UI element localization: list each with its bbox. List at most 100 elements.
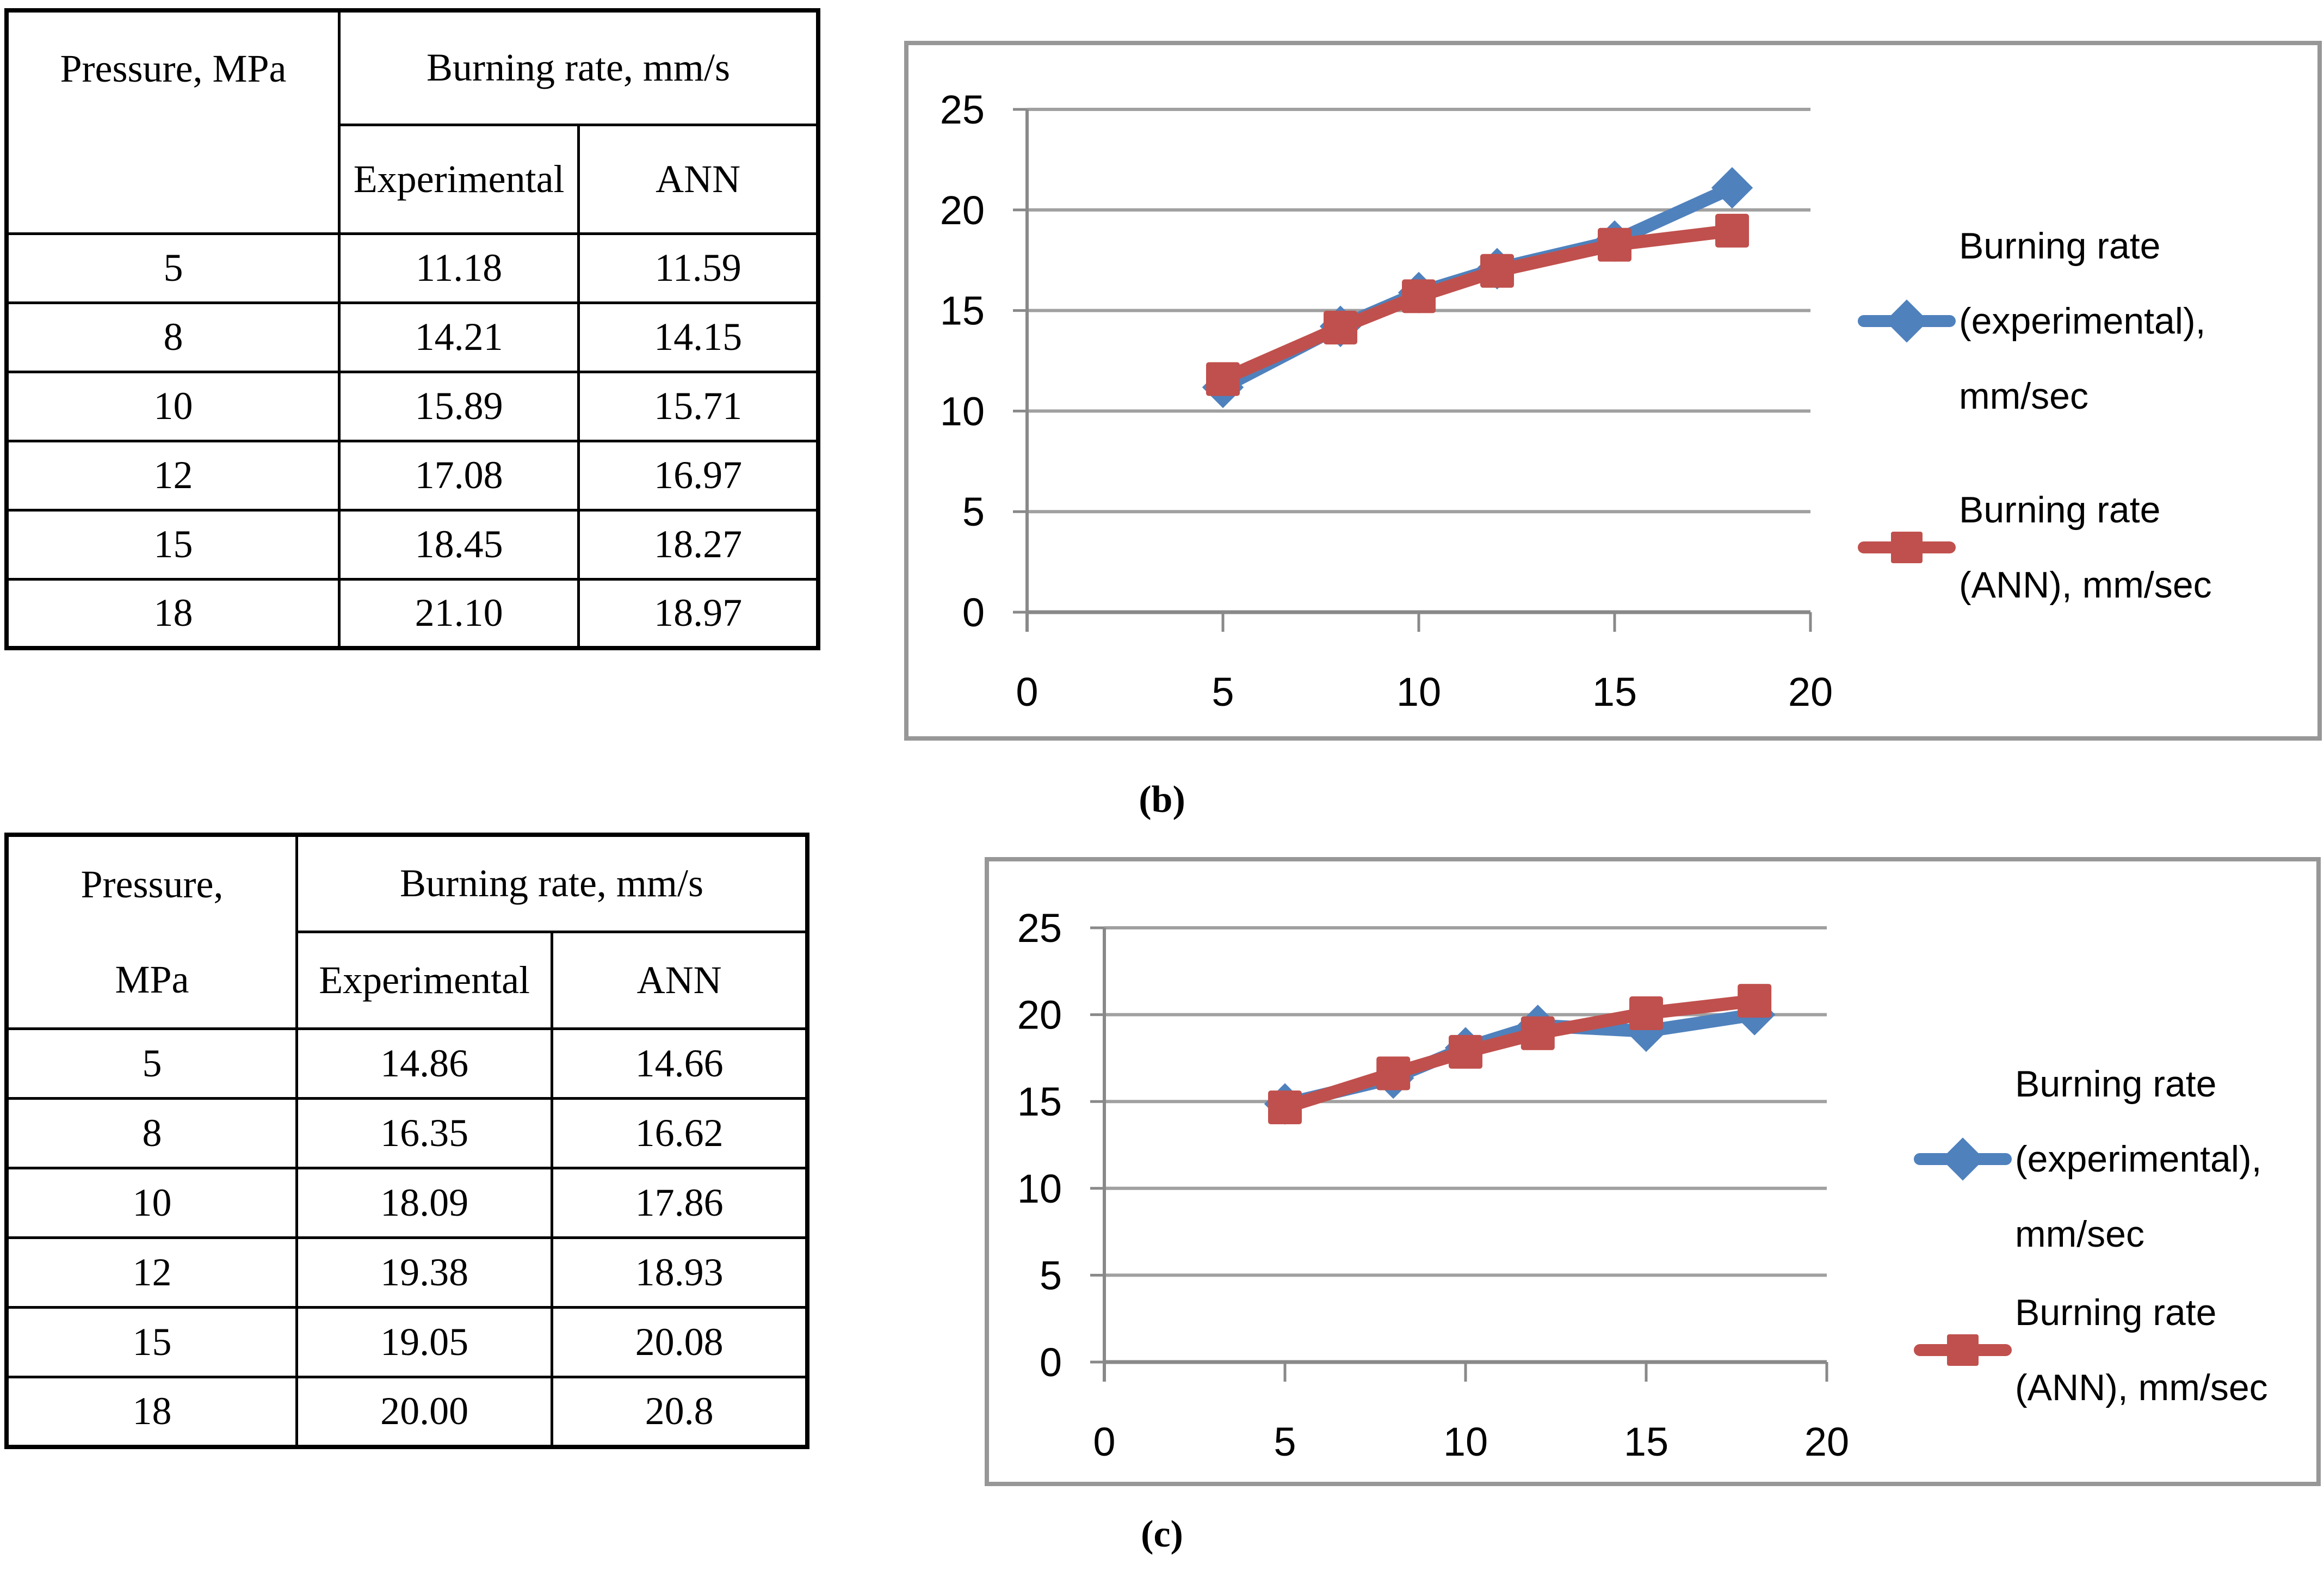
chart-b-frame: 0 5 10 15 20 25 0 5 10 15 20 Burning rate (experim… [904,41,2322,741]
pressure-value: 15 [5,508,341,581]
data-point-marker-square [1206,362,1240,396]
y-axis-tick-label: 0 [1040,1340,1062,1385]
chart-b-plot: 0 5 10 15 20 25 0 5 10 15 20 [940,87,1833,714]
experimental-value: 21.10 [337,577,580,650]
column-group-header-burning-rate: Burning rate, mm/s [295,833,809,933]
data-point-marker-square [1629,996,1663,1031]
pressure-value: 8 [5,1097,298,1169]
panel-caption-c: (c) [1141,1513,1183,1555]
x-axis-tick-label: 5 [1274,1419,1296,1464]
table-row: 10 15.89 15.71 [5,370,820,442]
pressure-value: 18 [5,1376,298,1448]
data-point-marker-diamond [1711,167,1753,209]
ann-value: 16.62 [551,1097,809,1169]
x-axis-tick-label: 20 [1804,1419,1849,1464]
table-row: 5 11.18 11.59 [5,232,820,304]
x-axis-tick-label: 10 [1396,669,1441,714]
pressure-value: 10 [5,1167,298,1239]
table-b-header: Pressure, MPa Burning rate, mm/s Experim… [5,9,820,235]
data-point-marker-square [1521,1016,1555,1050]
ann-value: 20.8 [551,1376,809,1448]
experimental-value: 14.86 [295,1027,554,1100]
y-axis-tick-label: 25 [1017,905,1062,951]
ann-value: 16.97 [577,439,820,512]
data-point-marker-square [1402,279,1436,313]
column-header-pressure: Pressure, MPa [5,833,298,1030]
ann-value: 14.66 [551,1027,809,1100]
data-point-marker-square [1268,1091,1302,1125]
x-axis-tick-label: 5 [1212,669,1234,714]
experimental-value: 19.05 [295,1306,554,1378]
chart-c-plot: 0 5 10 15 20 25 0 5 10 15 20 [1017,905,1849,1464]
experimental-value: 19.38 [295,1236,554,1309]
ann-value: 20.08 [551,1306,809,1378]
ann-value: 18.93 [551,1236,809,1309]
ann-value: 18.97 [577,577,820,650]
square-series-line [1278,994,1761,1114]
y-axis-tick-label: 15 [1017,1079,1062,1124]
pressure-value: 12 [5,439,341,512]
experimental-value: 16.35 [295,1097,554,1169]
table-b-body: 5 11.18 11.59 8 14.21 14.15 10 15.89 15.71 12 17.0… [5,232,820,650]
y-axis-tick-label: 10 [1017,1166,1062,1211]
ann-value: 15.71 [577,370,820,442]
x-axis-tick-label: 20 [1788,669,1833,714]
pressure-value: 12 [5,1236,298,1309]
table-row: 8 16.35 16.62 [5,1097,809,1169]
table-pressure-burning-rate-c: Pressure, MPa Burning rate, mm/s Experim… [4,833,809,1449]
x-axis-tick-label: 10 [1443,1419,1488,1464]
experimental-value: 17.08 [337,439,580,512]
table-row: 8 14.21 14.15 [5,301,820,373]
column-header-pressure: Pressure, MPa [5,9,341,235]
table-row: 15 18.45 18.27 [5,508,820,581]
y-axis-tick-label: 5 [962,489,985,534]
table-row: 15 19.05 20.08 [5,1306,809,1378]
pressure-value: 18 [5,577,341,650]
experimental-value: 15.89 [337,370,580,442]
data-point-marker-square [1376,1056,1411,1091]
pressure-value: 5 [5,232,341,304]
experimental-value: 14.21 [337,301,580,373]
pressure-value: 8 [5,301,341,373]
pressure-value: 15 [5,1306,298,1378]
experimental-value: 20.00 [295,1376,554,1448]
y-axis-tick-label: 20 [1017,993,1062,1038]
column-group-header-burning-rate: Burning rate, mm/s [338,9,820,126]
pressure-value: 10 [5,370,341,442]
table-row: 12 19.38 18.93 [5,1236,809,1309]
panel-caption-b: (b) [1139,779,1185,821]
ann-value: 14.15 [577,301,820,373]
table-pressure-burning-rate-b: Pressure, MPa Burning rate, mm/s Experim… [4,8,820,650]
square-series-line [1216,224,1739,386]
column-header-experimental: Experimental [295,930,554,1031]
data-point-marker-square [1715,213,1749,248]
table-row: 5 14.86 14.66 [5,1027,809,1100]
experimental-value: 11.18 [337,232,580,304]
table-c-header: Pressure, MPa Burning rate, mm/s Experim… [5,833,809,1031]
experimental-value: 18.45 [337,508,580,581]
data-point-marker-square [1598,227,1631,262]
data-point-marker-square [1449,1034,1482,1069]
ann-value: 11.59 [577,232,820,304]
diamond-series-line [1216,181,1739,394]
y-axis-tick-label: 20 [940,188,985,233]
experimental-value: 18.09 [295,1167,554,1239]
y-axis-tick-label: 25 [940,87,985,132]
ann-value: 18.27 [577,508,820,581]
data-point-marker-square [1324,311,1357,345]
ann-value: 17.86 [551,1167,809,1239]
table-c-body: 5 14.86 14.66 8 16.35 16.62 10 18.09 17.86 12 19.3… [5,1027,809,1448]
column-header-experimental: Experimental [337,123,580,235]
column-header-ann: ANN [551,930,809,1031]
table-row: 10 18.09 17.86 [5,1167,809,1239]
table-row: 18 20.00 20.8 [5,1376,809,1448]
data-point-marker-square [1480,254,1514,288]
y-axis-tick-label: 15 [940,288,985,334]
x-axis-tick-label: 0 [1093,1419,1115,1464]
table-row: 12 17.08 16.97 [5,439,820,512]
pressure-value: 5 [5,1027,298,1100]
column-header-ann: ANN [577,123,820,235]
data-point-marker-square [1738,984,1772,1018]
y-axis-tick-label: 10 [940,389,985,434]
x-axis-tick-label: 15 [1592,669,1637,714]
